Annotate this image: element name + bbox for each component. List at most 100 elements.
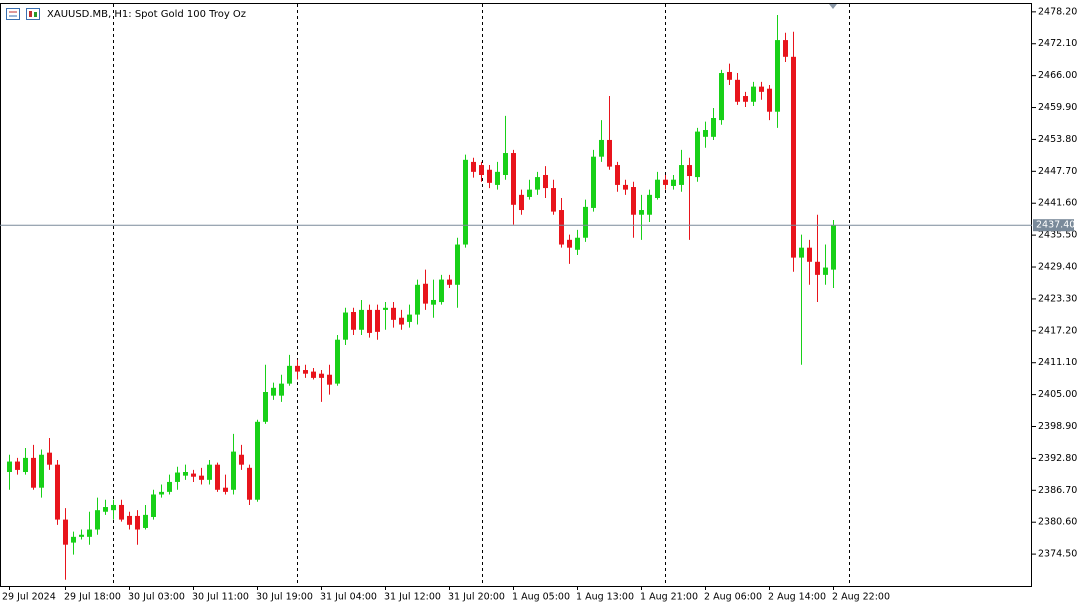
candle-body <box>623 184 628 190</box>
y-tick-label: 2478.20 <box>1038 6 1077 17</box>
x-tick-label: 31 Jul 20:00 <box>448 592 505 603</box>
x-tick-label: 29 Jul 18:00 <box>64 592 121 603</box>
candle-body <box>815 261 820 275</box>
candle-body <box>191 473 196 477</box>
candle-body <box>55 464 60 520</box>
x-tick-label: 2 Aug 06:00 <box>704 592 762 603</box>
y-tick-label: 2392.80 <box>1038 453 1077 464</box>
candle-body <box>775 40 780 112</box>
candle-body <box>135 515 140 530</box>
y-tick-label: 2435.50 <box>1038 230 1077 241</box>
icon <box>34 12 37 17</box>
chart-title: XAUUSD.MB, H1: Spot Gold 100 Troy Oz <box>47 9 246 20</box>
y-tick-label: 2466.00 <box>1038 70 1077 81</box>
candle-body <box>679 165 684 185</box>
candle-body <box>431 299 436 305</box>
x-tick-label: 29 Jul 2024 <box>2 592 56 603</box>
candle-body <box>647 194 652 215</box>
candle-body <box>239 454 244 465</box>
candle-body <box>791 56 796 258</box>
candle-body <box>319 373 324 378</box>
candle-body <box>39 454 44 488</box>
candle-body <box>735 79 740 102</box>
x-tick-label: 31 Jul 12:00 <box>384 592 441 603</box>
candle-body <box>367 309 372 333</box>
candle-body <box>183 472 188 476</box>
candle-body <box>503 153 508 175</box>
candle-body <box>567 239 572 248</box>
y-tick-label: 2380.60 <box>1038 517 1077 528</box>
plot-frame <box>0 3 1032 587</box>
candle-body <box>751 86 756 102</box>
period-separators <box>113 4 850 586</box>
candle-body <box>23 457 28 473</box>
current-price-box <box>1033 219 1074 232</box>
candle-body <box>535 177 540 190</box>
y-tick-label: 2459.90 <box>1038 102 1077 113</box>
candle-body <box>807 247 812 262</box>
candle-body <box>223 487 228 492</box>
candle-body <box>583 206 588 238</box>
candle-body <box>591 156 596 208</box>
candle-body <box>303 370 308 374</box>
candle-body <box>767 88 772 112</box>
candle-body <box>495 171 500 185</box>
candle-body <box>831 225 836 270</box>
candle-body <box>759 86 764 92</box>
candle-body <box>87 529 92 537</box>
shift-marker <box>829 4 837 9</box>
candle-body <box>439 279 444 303</box>
candle-body <box>599 139 604 157</box>
candle-body <box>279 383 284 396</box>
candle-body <box>207 464 212 480</box>
candle-body <box>359 309 364 330</box>
candle-body <box>607 139 612 167</box>
candle-body <box>7 461 12 473</box>
current-price-label: 2437.40 <box>1036 220 1075 231</box>
x-tick-label: 2 Aug 14:00 <box>768 592 826 603</box>
y-tick-label: 2423.30 <box>1038 293 1077 304</box>
candle-body <box>311 371 316 378</box>
candle-body <box>271 387 276 396</box>
candle-body <box>519 194 524 211</box>
x-tick-label: 1 Aug 21:00 <box>640 592 698 603</box>
candle-body <box>415 284 420 315</box>
y-tick-label: 2429.40 <box>1038 262 1077 273</box>
candle-body <box>79 534 84 537</box>
candle-body <box>15 461 20 470</box>
candle-body <box>375 309 380 332</box>
candle-body <box>511 153 516 205</box>
candle-body <box>799 247 804 258</box>
candle-body <box>551 188 556 212</box>
candle-body <box>695 131 700 178</box>
candle-body <box>47 452 52 465</box>
candle-body <box>343 312 348 340</box>
y-tick-label: 2453.80 <box>1038 134 1077 145</box>
y-tick-label: 2411.10 <box>1038 357 1077 368</box>
candle-body <box>719 73 724 121</box>
candle-body <box>615 165 620 185</box>
candle-body <box>111 504 116 511</box>
y-tick-label: 2441.60 <box>1038 198 1077 209</box>
candle-body <box>663 179 668 185</box>
candle-body <box>575 237 580 250</box>
x-tick-label: 30 Jul 11:00 <box>192 592 249 603</box>
candle-body <box>711 117 716 137</box>
candle-body <box>167 481 172 492</box>
y-tick-label: 2417.20 <box>1038 325 1077 336</box>
candle-body <box>527 189 532 197</box>
candle-body <box>463 159 468 245</box>
candle-body <box>143 514 148 528</box>
candle-body <box>543 174 548 189</box>
candle-body <box>287 365 292 384</box>
y-tick-label: 2374.50 <box>1038 549 1077 560</box>
x-tick-label: 1 Aug 13:00 <box>576 592 634 603</box>
candle-body <box>327 374 332 385</box>
candle-body <box>399 317 404 325</box>
x-tick-label: 30 Jul 19:00 <box>256 592 313 603</box>
x-tick-label: 2 Aug 22:00 <box>832 592 890 603</box>
icon <box>26 8 40 20</box>
y-tick-label: 2447.70 <box>1038 166 1077 177</box>
